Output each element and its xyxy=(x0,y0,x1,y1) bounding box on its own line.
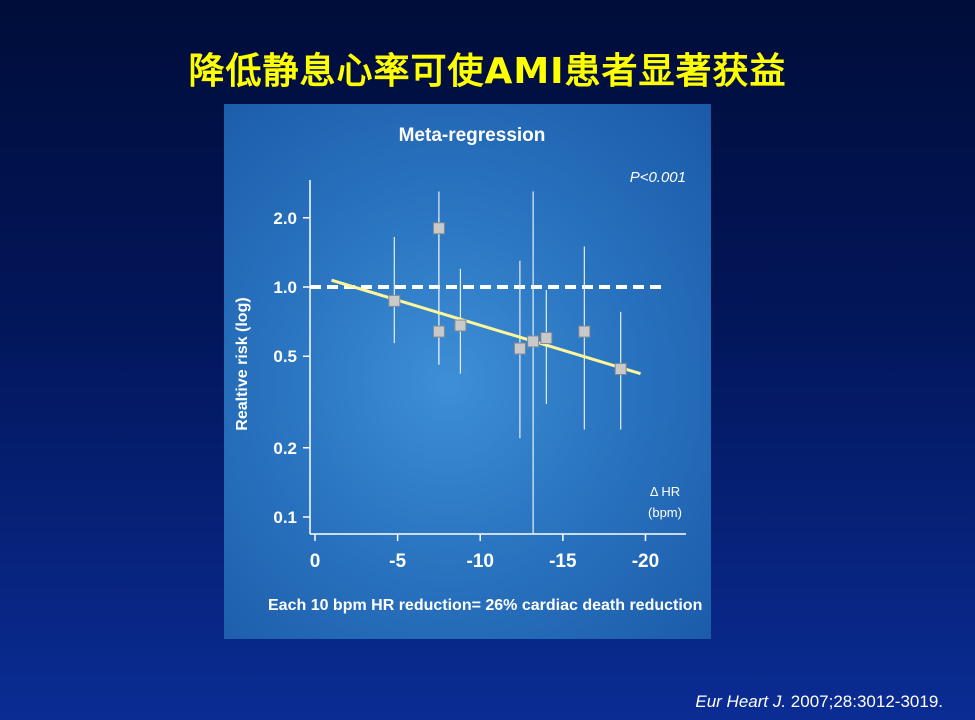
x-tick-label: -15 xyxy=(549,551,577,572)
regression-line xyxy=(331,278,641,376)
figure-panel: Meta-regression P<0.001 Realtive risk (l… xyxy=(224,104,711,639)
data-point xyxy=(527,335,540,348)
citation-details: 2007;28:3012-3019. xyxy=(786,692,943,711)
x-tick-label: -20 xyxy=(632,551,659,572)
x-tick-label: 0 xyxy=(310,551,321,572)
x-axis-label-unit: (bpm) xyxy=(648,505,682,520)
y-tick-label: 0.5 xyxy=(273,347,297,366)
data-point xyxy=(614,363,627,376)
slide-title: 降低静息心率可使AMI患者显著获益 xyxy=(188,51,787,92)
citation-journal: Eur Heart J. xyxy=(695,692,787,711)
p-value-annotation: P<0.001 xyxy=(630,169,686,186)
data-point xyxy=(540,332,553,345)
y-tick-label: 0.2 xyxy=(273,439,297,458)
data-point xyxy=(432,222,445,235)
y-tick-label: 1.0 xyxy=(273,278,297,297)
y-axis-label: Realtive risk (log) xyxy=(234,297,251,430)
meta-regression-chart: Meta-regression P<0.001 Realtive risk (l… xyxy=(234,125,702,614)
data-point xyxy=(513,342,526,355)
x-tick-label: -10 xyxy=(467,551,494,572)
citation: Eur Heart J. 2007;28:3012-3019. xyxy=(695,692,943,712)
chart-footnote: Each 10 bpm HR reduction= 26% cardiac de… xyxy=(268,597,702,614)
y-tick-label: 2.0 xyxy=(273,209,297,228)
y-tick-label: 0.1 xyxy=(273,508,297,527)
x-axis-label-symbol: Δ HR xyxy=(650,484,680,499)
x-tick-label: -5 xyxy=(389,551,406,572)
data-point xyxy=(578,325,591,338)
data-point xyxy=(432,325,445,338)
data-point xyxy=(388,294,401,307)
chart-title: Meta-regression xyxy=(399,125,546,146)
data-point xyxy=(454,319,467,332)
